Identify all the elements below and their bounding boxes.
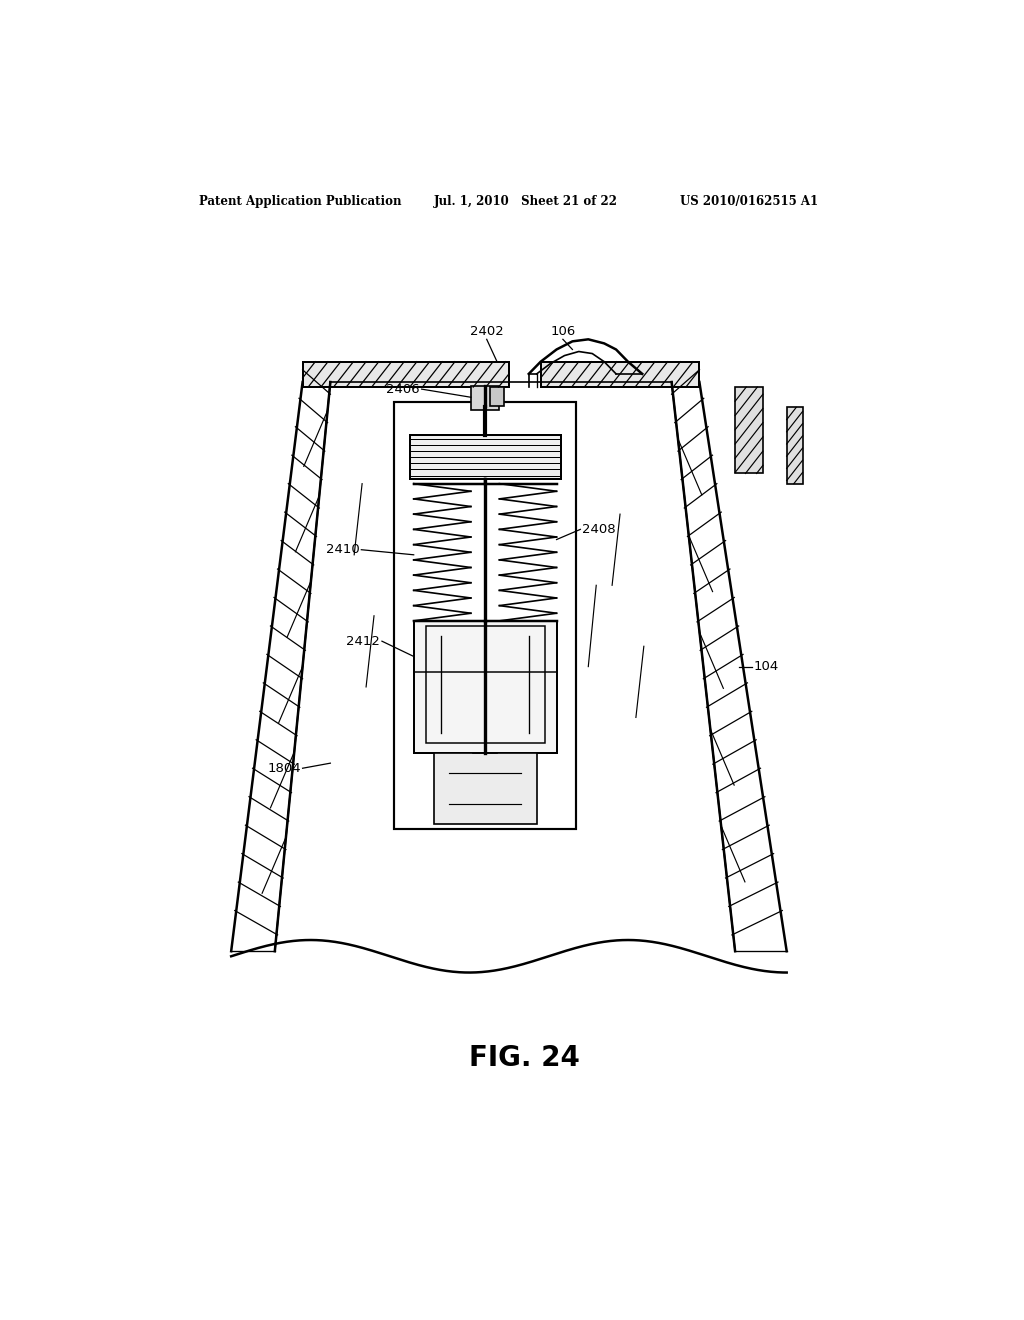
Bar	[394, 403, 577, 829]
Text: 2402: 2402	[470, 325, 504, 338]
Text: 2410: 2410	[326, 544, 359, 556]
Text: Patent Application Publication: Patent Application Publication	[200, 194, 402, 207]
Bar	[489, 387, 504, 407]
Bar	[735, 387, 763, 474]
Bar	[541, 362, 699, 387]
Bar	[786, 408, 803, 483]
Bar	[303, 362, 509, 387]
Bar	[414, 620, 557, 752]
Text: Jul. 1, 2010   Sheet 21 of 22: Jul. 1, 2010 Sheet 21 of 22	[433, 194, 617, 207]
Text: FIG. 24: FIG. 24	[469, 1044, 581, 1072]
Bar	[426, 626, 545, 743]
Bar	[433, 752, 537, 824]
Bar	[410, 434, 560, 479]
Bar	[471, 385, 500, 411]
Text: 1804: 1804	[267, 762, 301, 775]
Text: 106: 106	[550, 325, 575, 338]
Text: 2412: 2412	[346, 635, 380, 648]
Text: 104: 104	[754, 660, 778, 673]
Text: 2408: 2408	[582, 523, 615, 536]
Text: US 2010/0162515 A1: US 2010/0162515 A1	[680, 194, 818, 207]
Text: 2406: 2406	[386, 383, 420, 396]
